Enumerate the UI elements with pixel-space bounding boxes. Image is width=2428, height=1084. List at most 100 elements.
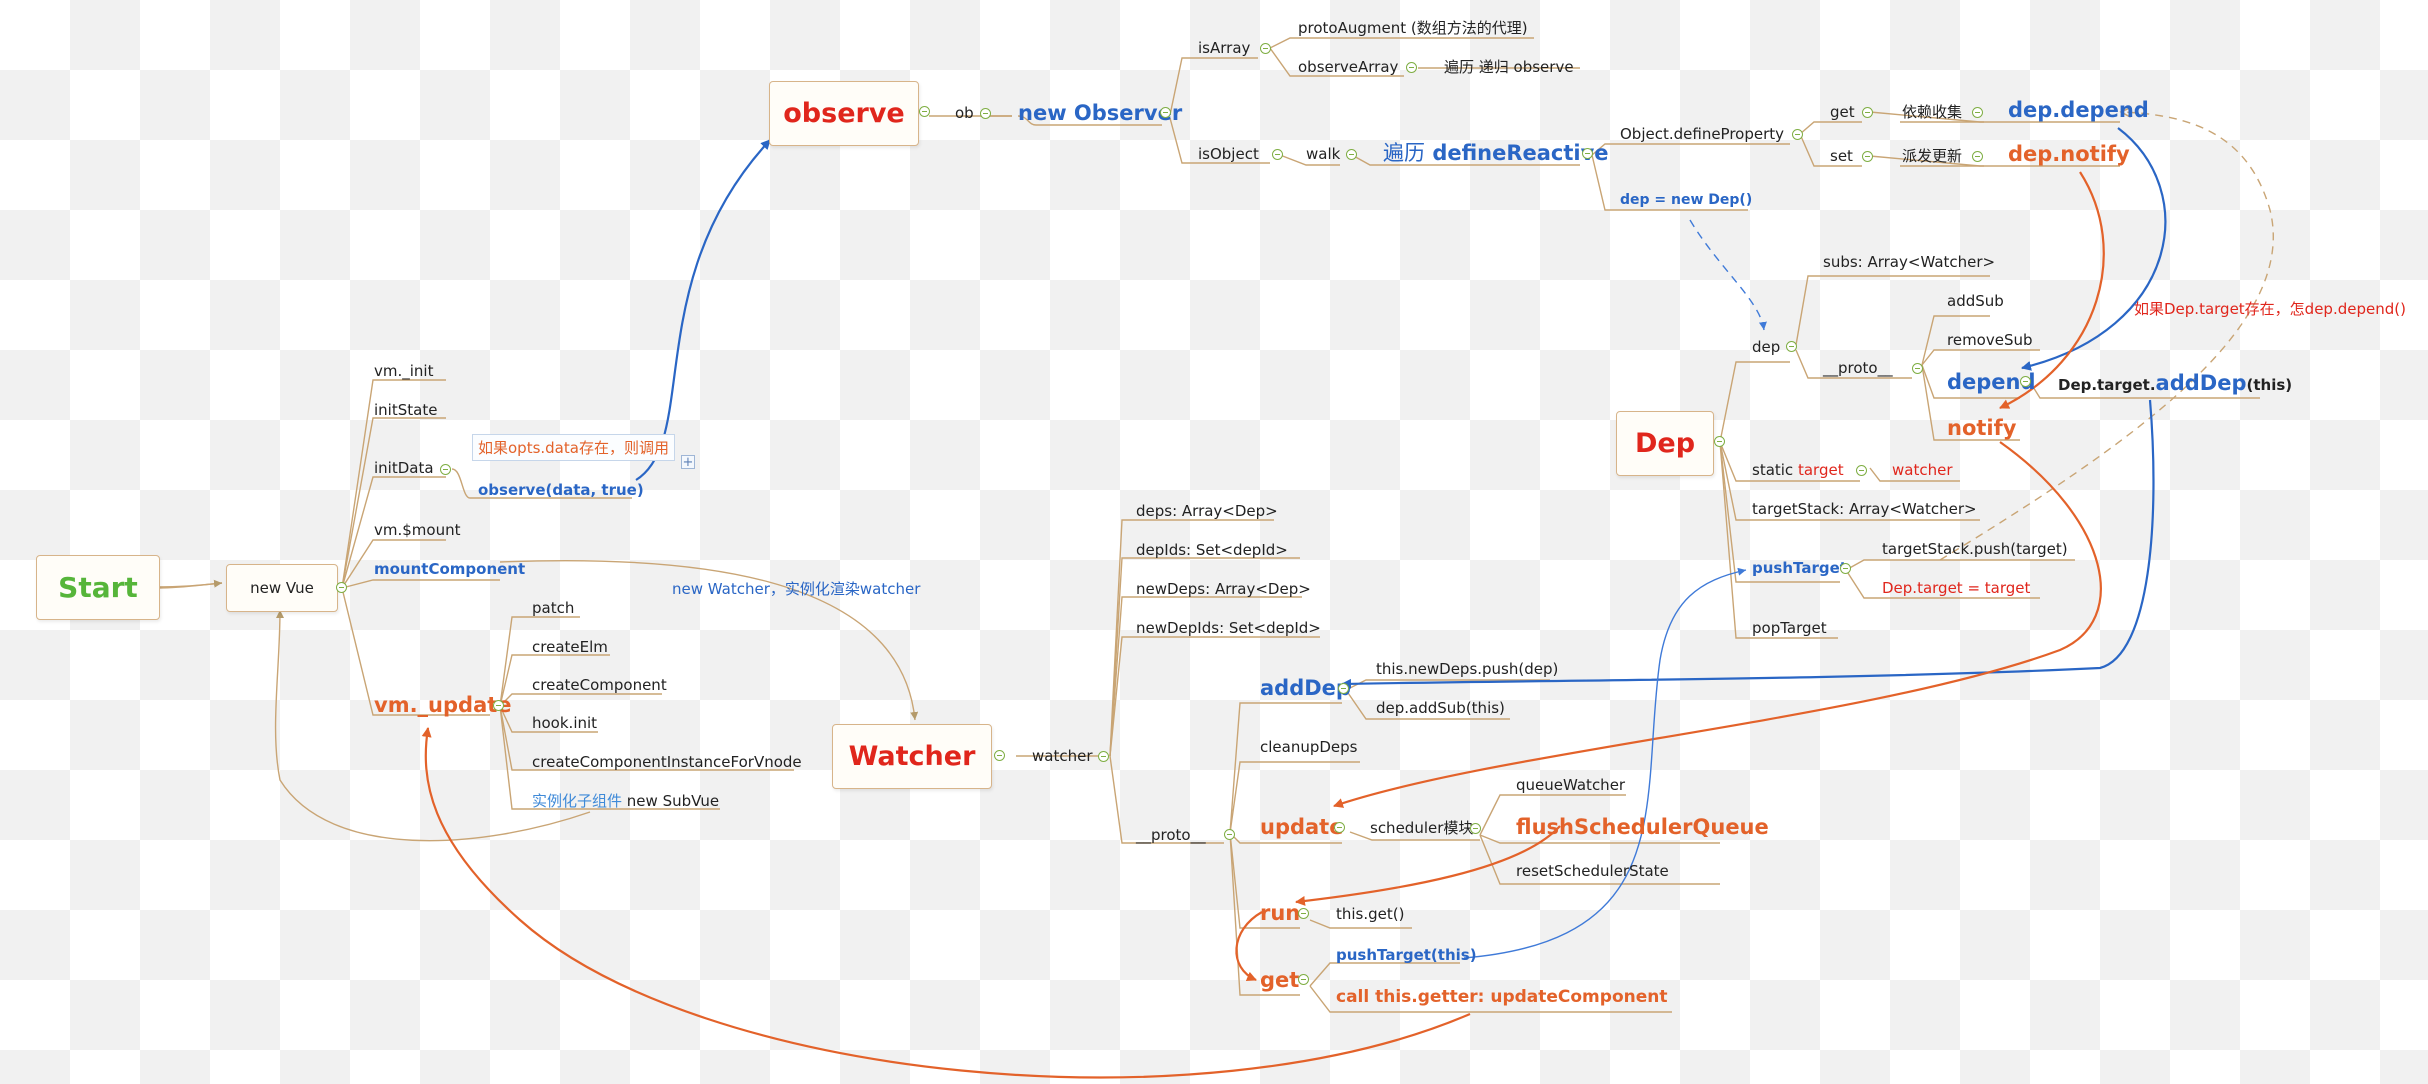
watcher-deps-node[interactable]: deps: Array<Dep>: [1136, 502, 1278, 520]
define-reactive-collapse-icon[interactable]: [1582, 148, 1593, 159]
dep-instance-collapse-icon[interactable]: [1786, 341, 1797, 352]
vm-init-node[interactable]: vm._init: [374, 362, 434, 380]
init-data-collapse-icon[interactable]: [440, 464, 451, 475]
observe-collapse-icon[interactable]: [919, 106, 930, 117]
vm-mount-node[interactable]: vm.$mount: [374, 521, 461, 539]
push-target-collapse-icon[interactable]: [1840, 563, 1851, 574]
expand-plus-icon[interactable]: +: [681, 455, 695, 470]
run-node[interactable]: run: [1260, 901, 1301, 925]
scheduler-node[interactable]: scheduler模块: [1370, 819, 1474, 837]
pop-target-node[interactable]: popTarget: [1752, 619, 1827, 637]
watcher-proto-node[interactable]: __proto__: [1136, 826, 1206, 844]
walk-node[interactable]: walk: [1306, 145, 1341, 163]
dep-proto-node[interactable]: __proto__: [1823, 359, 1893, 377]
new-dep-node[interactable]: dep = new Dep(): [1620, 192, 1753, 208]
depend-collapse-icon[interactable]: [2020, 376, 2031, 387]
observe-node[interactable]: observe: [769, 81, 919, 146]
is-array-collapse-icon[interactable]: [1260, 43, 1271, 54]
hook-init-node[interactable]: hook.init: [532, 714, 598, 732]
define-reactive-node[interactable]: 遍历 defineReactive: [1383, 141, 1609, 165]
watcher-new-dep-ids-node[interactable]: newDepIds: Set<depId>: [1136, 619, 1321, 637]
create-elm-node[interactable]: createElm: [532, 638, 608, 656]
patch-node[interactable]: patch: [532, 599, 575, 617]
new-vue-node[interactable]: new Vue: [226, 564, 338, 612]
static-target-value-node[interactable]: watcher: [1892, 461, 1953, 479]
new-deps-push-node[interactable]: this.newDeps.push(dep): [1376, 660, 1559, 678]
dep-target-adddep-node[interactable]: Dep.target.addDep(this): [2058, 373, 2292, 395]
walk-collapse-icon[interactable]: [1346, 149, 1357, 160]
getter-desc-collapse-icon[interactable]: [1972, 107, 1983, 118]
watcher-instance-collapse-icon[interactable]: [1098, 751, 1109, 762]
update-collapse-icon[interactable]: [1334, 822, 1345, 833]
static-target-collapse-icon[interactable]: [1856, 465, 1867, 476]
observe-array-desc-node[interactable]: 遍历 递归 observe: [1444, 58, 1574, 76]
get-method-node[interactable]: get: [1260, 968, 1300, 992]
scheduler-collapse-icon[interactable]: [1470, 823, 1481, 834]
dep-instance-node[interactable]: dep: [1752, 338, 1781, 356]
add-sub-node[interactable]: addSub: [1947, 292, 2004, 310]
dep-add-sub-node[interactable]: dep.addSub(this): [1376, 699, 1505, 717]
add-dep-collapse-icon[interactable]: [1338, 683, 1349, 694]
dep-class-collapse-icon[interactable]: [1714, 436, 1725, 447]
init-data-node[interactable]: initData: [374, 459, 434, 477]
init-state-node[interactable]: initState: [374, 401, 438, 419]
getter-desc-node[interactable]: 依赖收集: [1902, 103, 1963, 121]
ob-collapse-icon[interactable]: [980, 108, 991, 119]
define-property-collapse-icon[interactable]: [1792, 129, 1803, 140]
watcher-proto-collapse-icon[interactable]: [1224, 829, 1235, 840]
observe-array-collapse-icon[interactable]: [1406, 62, 1417, 73]
dep-proto-collapse-icon[interactable]: [1912, 363, 1923, 374]
setter-desc-collapse-icon[interactable]: [1972, 151, 1983, 162]
call-getter-node[interactable]: call this.getter: updateComponent: [1336, 987, 1668, 1007]
watcher-dep-ids-node[interactable]: depIds: Set<depId>: [1136, 541, 1288, 559]
observe-data-node[interactable]: observe(data, true): [478, 481, 644, 499]
push-target-node[interactable]: pushTarget: [1752, 559, 1847, 577]
dep-target-assign-node[interactable]: Dep.target = target: [1882, 579, 2031, 597]
add-dep-node[interactable]: addDep: [1260, 676, 1351, 700]
sub-vue-node[interactable]: 实例化子组件 new SubVue: [532, 792, 719, 810]
mount-component-node[interactable]: mountComponent: [374, 560, 526, 578]
start-node[interactable]: Start: [36, 555, 160, 620]
create-component-instance-node[interactable]: createComponentInstanceForVnode: [532, 753, 802, 771]
getter-node[interactable]: get: [1830, 103, 1855, 121]
notify-node[interactable]: notify: [1947, 416, 2017, 440]
static-target-node[interactable]: static target: [1752, 461, 1844, 479]
object-define-property-node[interactable]: Object.defineProperty: [1620, 125, 1785, 143]
is-object-node[interactable]: isObject: [1198, 145, 1259, 163]
subs-node[interactable]: subs: Array<Watcher>: [1823, 253, 1996, 271]
watcher-instance-node[interactable]: watcher: [1032, 747, 1093, 765]
setter-collapse-icon[interactable]: [1862, 151, 1873, 162]
push-target-this-node[interactable]: pushTarget(this): [1336, 946, 1477, 964]
cleanup-deps-node[interactable]: cleanupDeps: [1260, 738, 1358, 756]
getter-collapse-icon[interactable]: [1862, 107, 1873, 118]
ob-node[interactable]: ob: [955, 104, 974, 122]
flush-scheduler-queue-node[interactable]: flushSchedulerQueue: [1516, 815, 1769, 839]
vm-update-collapse-icon[interactable]: [493, 700, 504, 711]
new-vue-collapse-icon[interactable]: [336, 582, 347, 593]
update-node[interactable]: update: [1260, 815, 1344, 839]
run-collapse-icon[interactable]: [1298, 908, 1309, 919]
proto-augment-node[interactable]: protoAugment (数组方法的代理): [1298, 19, 1528, 37]
is-object-collapse-icon[interactable]: [1272, 149, 1283, 160]
target-stack-node[interactable]: targetStack: Array<Watcher>: [1752, 500, 1977, 518]
setter-desc-node[interactable]: 派发更新: [1902, 147, 1963, 165]
queue-watcher-node[interactable]: queueWatcher: [1516, 776, 1626, 794]
is-array-node[interactable]: isArray: [1198, 39, 1251, 57]
new-observer-node[interactable]: new Observer: [1018, 101, 1183, 125]
get-method-collapse-icon[interactable]: [1298, 974, 1309, 985]
new-observer-collapse-icon[interactable]: [1160, 107, 1171, 118]
target-stack-push-node[interactable]: targetStack.push(target): [1882, 540, 2068, 558]
watcher-class-node[interactable]: Watcher: [832, 724, 992, 789]
dep-notify-node[interactable]: dep.notify: [2008, 142, 2130, 166]
dep-depend-node[interactable]: dep.depend: [2008, 98, 2149, 122]
reset-scheduler-state-node[interactable]: resetSchedulerState: [1516, 862, 1669, 880]
dep-class-node[interactable]: Dep: [1616, 411, 1714, 476]
create-component-node[interactable]: createComponent: [532, 676, 667, 694]
setter-node[interactable]: set: [1830, 147, 1853, 165]
vm-update-node[interactable]: vm._update: [374, 693, 512, 717]
this-get-node[interactable]: this.get(): [1336, 905, 1405, 923]
watcher-new-deps-node[interactable]: newDeps: Array<Dep>: [1136, 580, 1311, 598]
watcher-class-collapse-icon[interactable]: [994, 750, 1005, 761]
remove-sub-node[interactable]: removeSub: [1947, 331, 2033, 349]
observe-array-node[interactable]: observeArray: [1298, 58, 1399, 76]
